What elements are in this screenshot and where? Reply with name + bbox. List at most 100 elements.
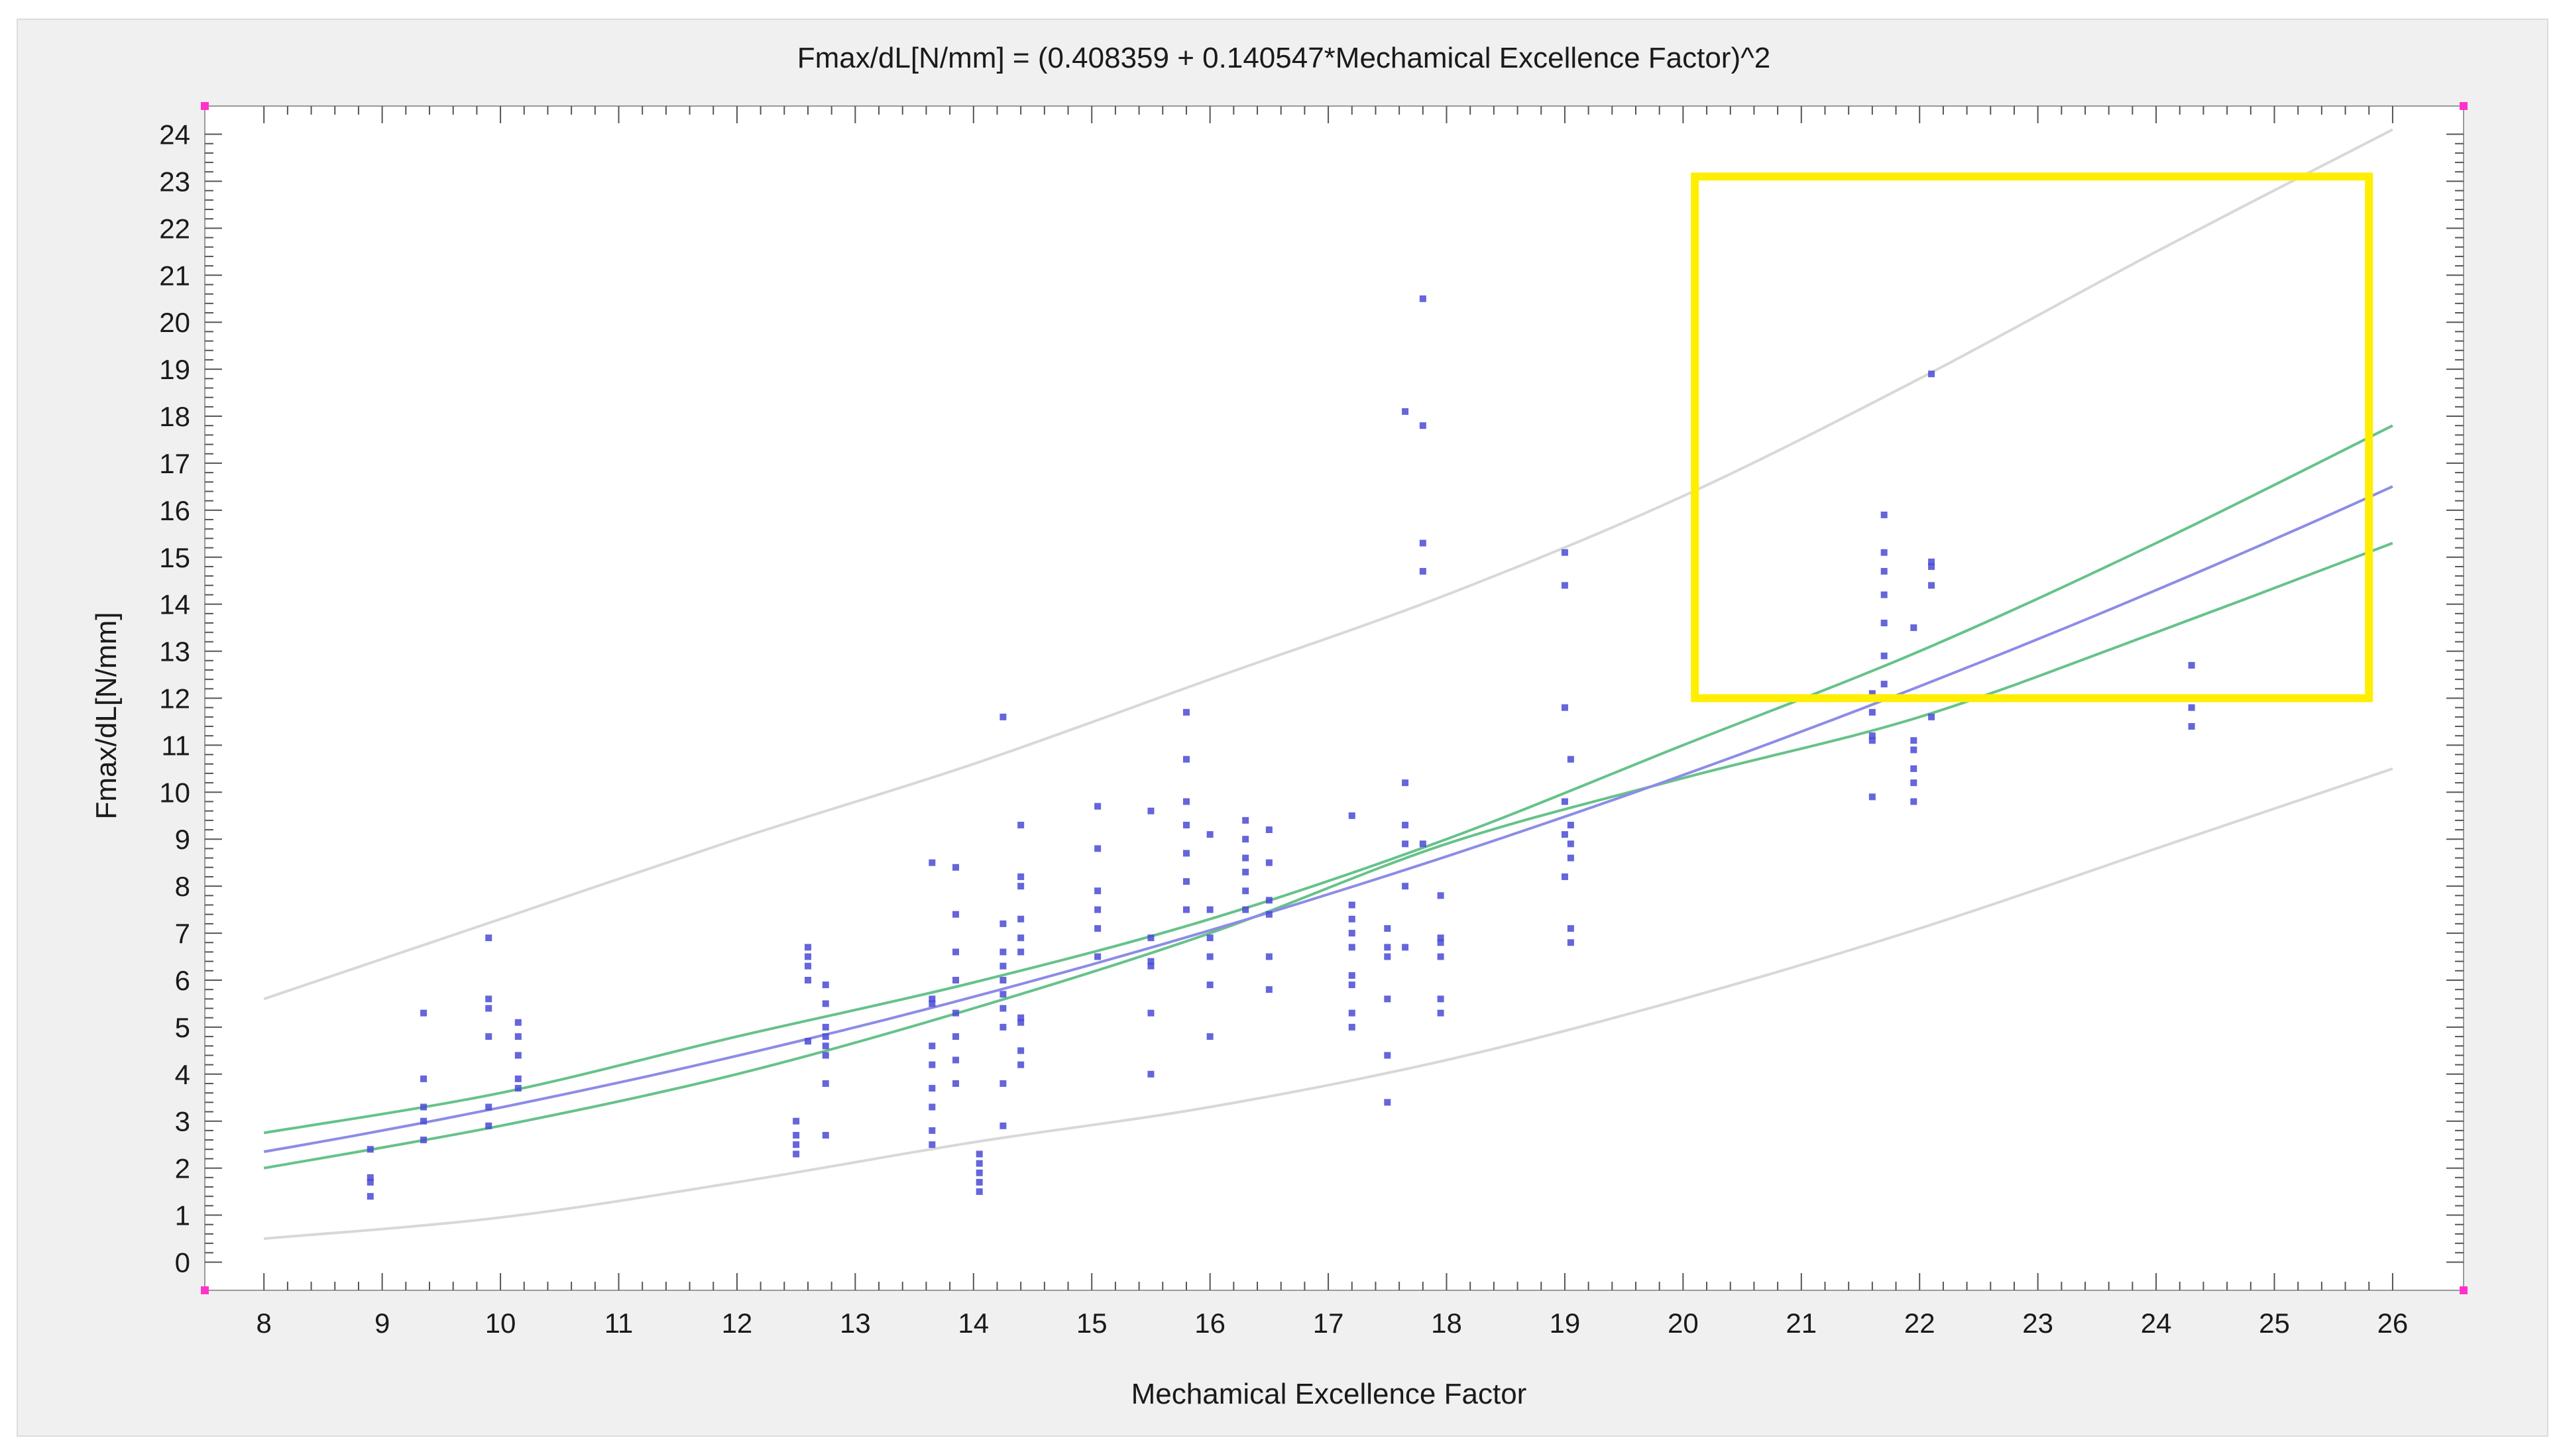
x-tick-label: 8	[256, 1308, 272, 1339]
data-point	[1265, 986, 1273, 993]
curves	[263, 128, 2393, 1240]
data-point	[1910, 765, 1917, 772]
data-point	[976, 1150, 983, 1158]
data-point	[420, 1103, 428, 1111]
data-point	[1017, 1061, 1025, 1068]
y-tick-label: 13	[159, 636, 190, 667]
data-point	[420, 1009, 428, 1017]
data-point	[822, 1023, 829, 1031]
data-point	[1147, 934, 1155, 942]
data-point	[952, 1033, 960, 1040]
data-point	[485, 1122, 492, 1129]
x-axis-label: Mechamical Excellence Factor	[1131, 1378, 1527, 1410]
data-point	[1910, 624, 1917, 632]
data-point	[1384, 1052, 1391, 1059]
data-point	[1147, 958, 1155, 965]
data-point	[952, 1009, 960, 1017]
data-point	[1182, 878, 1190, 885]
data-point	[485, 1005, 492, 1012]
data-point	[420, 1117, 428, 1125]
data-point	[1437, 995, 1444, 1003]
data-point	[1384, 953, 1391, 960]
data-point	[1206, 1033, 1214, 1040]
y-tick-label: 6	[175, 965, 190, 996]
x-tick-label: 12	[722, 1308, 753, 1339]
data-point	[999, 991, 1007, 998]
y-tick-label: 23	[159, 166, 190, 197]
data-point	[1880, 681, 1888, 688]
data-point	[1182, 906, 1190, 913]
confidence-lower-line	[263, 541, 2393, 1170]
data-point	[485, 934, 492, 942]
data-point	[2188, 661, 2195, 669]
data-point	[1419, 568, 1426, 575]
data-point	[999, 948, 1007, 956]
data-point	[1419, 295, 1426, 302]
data-point	[999, 1005, 1007, 1012]
data-point	[1880, 568, 1888, 575]
data-point	[1880, 591, 1888, 598]
data-point	[1561, 798, 1568, 805]
data-point	[1265, 953, 1273, 960]
y-tick-label: 3	[175, 1106, 190, 1137]
data-point	[822, 1033, 829, 1040]
data-point	[999, 1023, 1007, 1031]
data-point	[1017, 1014, 1025, 1021]
chart: Fmax/dL[N/mm] = (0.408359 + 0.140547*Mec…	[90, 42, 2468, 1410]
x-tick-label: 14	[958, 1308, 989, 1339]
data-point	[1017, 948, 1025, 956]
x-tick-label: 15	[1076, 1308, 1108, 1339]
data-point	[793, 1117, 800, 1125]
data-point	[1910, 746, 1917, 754]
data-point	[1242, 868, 1249, 875]
data-point	[929, 1061, 936, 1068]
y-tick-label: 9	[175, 824, 190, 855]
data-point	[929, 1141, 936, 1148]
x-tick-labels: 8 9 10 11 12 13 14 15 16 17 18 19 20 21 22 23 24 25 26	[256, 1308, 2409, 1339]
data-point	[999, 1080, 1007, 1087]
data-point	[1094, 924, 1102, 932]
x-tick-label: 22	[1904, 1308, 1935, 1339]
highlight-box	[1691, 172, 2373, 702]
data-point	[822, 1080, 829, 1087]
data-point	[976, 1188, 983, 1196]
x-tick-label: 16	[1194, 1308, 1226, 1339]
corner-marker	[2460, 102, 2468, 110]
axis-ticks	[201, 102, 2468, 1294]
y-tick-label: 7	[175, 918, 190, 949]
data-point	[1147, 962, 1155, 970]
data-point	[1910, 779, 1917, 787]
data-point	[929, 1127, 936, 1134]
data-point	[1348, 944, 1355, 951]
y-tick-label: 5	[175, 1012, 190, 1043]
data-point	[1567, 840, 1574, 848]
data-point	[1437, 892, 1444, 899]
data-point	[1348, 812, 1355, 819]
data-point	[1419, 539, 1426, 547]
x-tick-label: 24	[2141, 1308, 2172, 1339]
x-tick-label: 20	[1668, 1308, 1699, 1339]
data-point	[1402, 408, 1409, 415]
data-point	[1567, 821, 1574, 828]
data-point	[1242, 816, 1249, 824]
data-point	[1017, 1019, 1025, 1026]
data-point	[1348, 930, 1355, 937]
data-point	[1182, 798, 1190, 805]
data-point	[1419, 422, 1426, 429]
prediction-upper-line	[263, 128, 2393, 1001]
data-point	[1567, 756, 1574, 763]
data-point	[1419, 840, 1426, 848]
y-tick-label: 21	[159, 260, 190, 291]
data-point	[976, 1169, 983, 1176]
data-point	[1206, 981, 1214, 989]
data-point	[999, 713, 1007, 720]
y-tick-label: 22	[159, 213, 190, 244]
data-point	[1437, 939, 1444, 946]
y-tick-label: 8	[175, 871, 190, 902]
data-point	[1017, 934, 1025, 942]
data-point	[999, 920, 1007, 927]
data-point	[822, 1131, 829, 1139]
data-point	[1868, 690, 1876, 697]
y-tick-label: 19	[159, 354, 190, 385]
data-point	[976, 1178, 983, 1186]
